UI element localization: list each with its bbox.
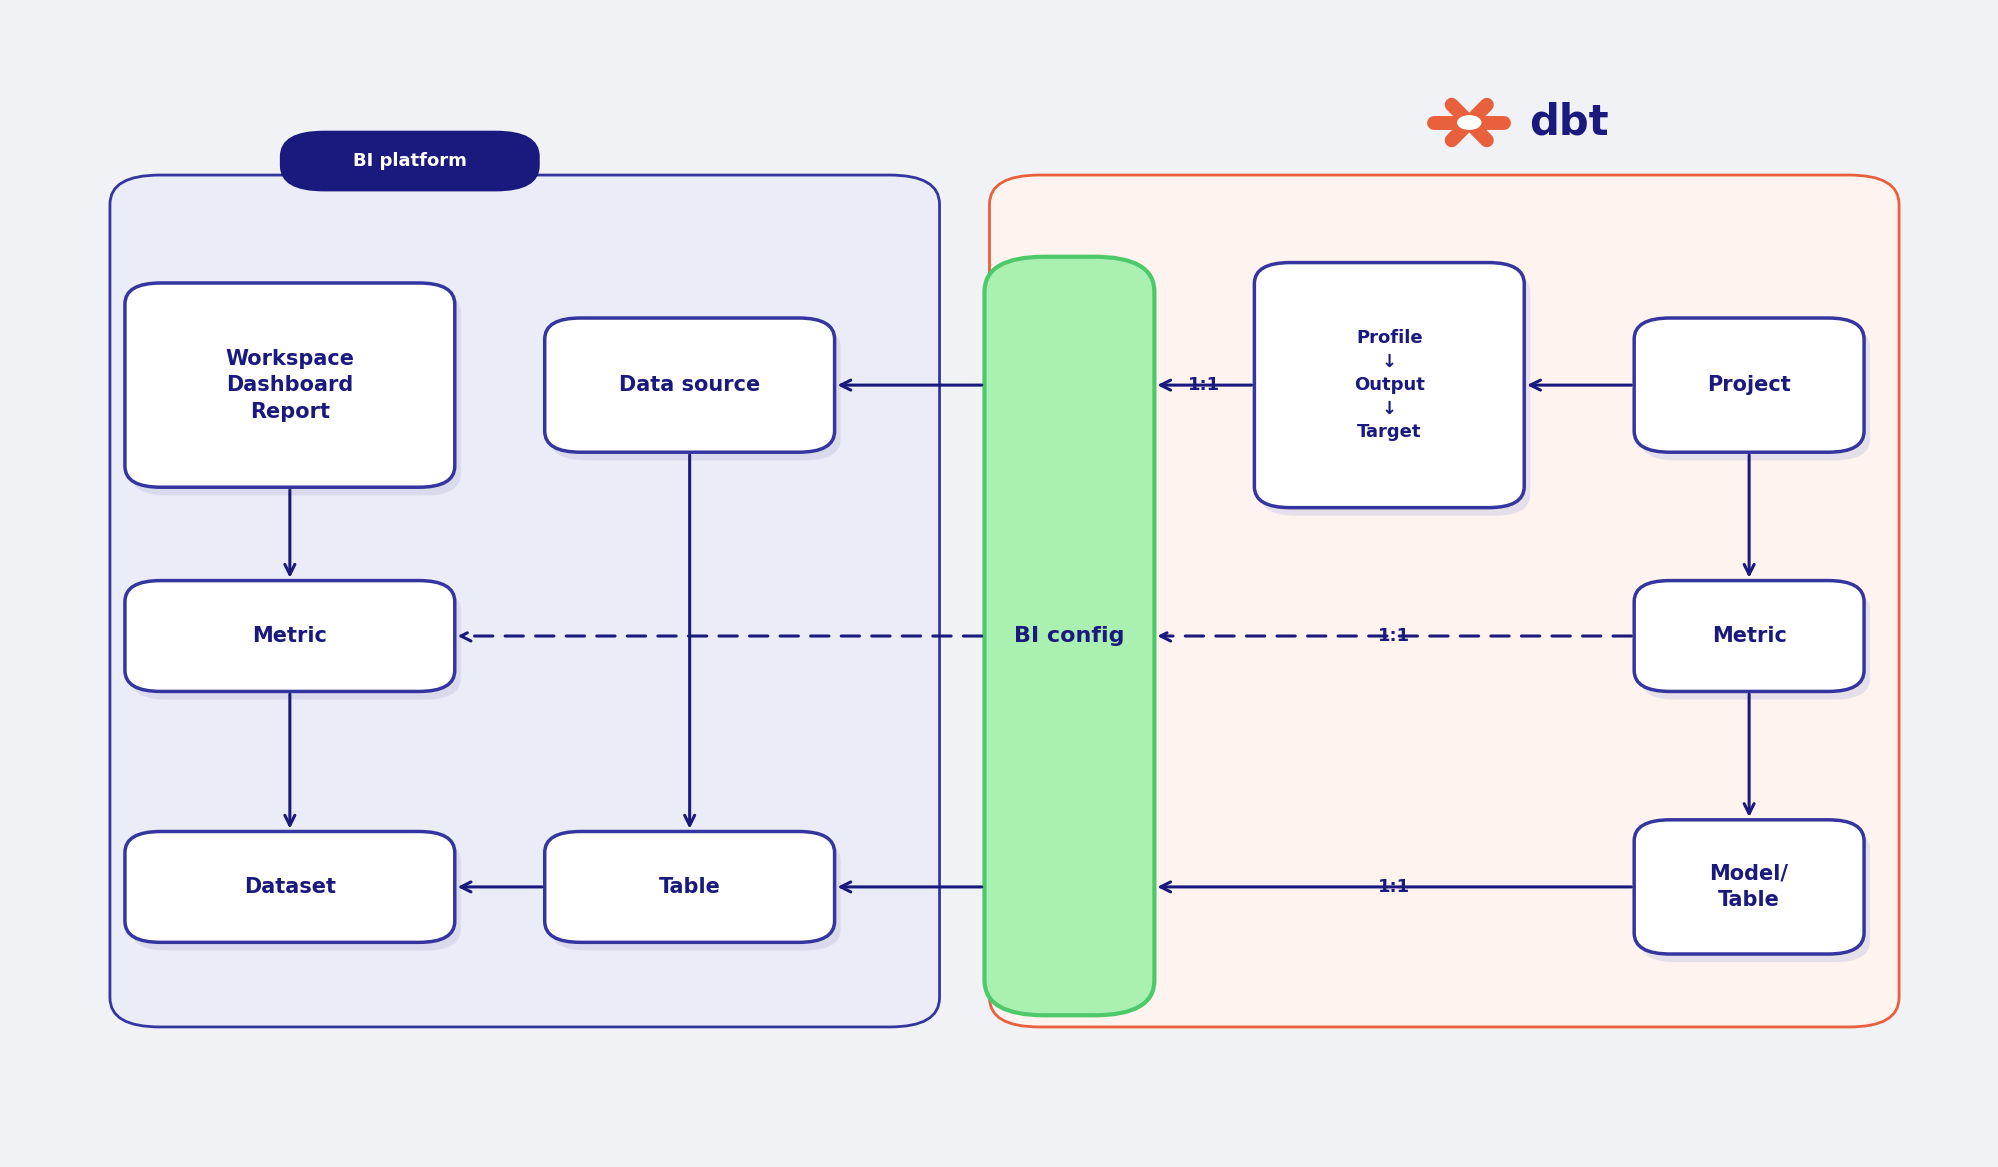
FancyBboxPatch shape xyxy=(110,175,939,1027)
FancyBboxPatch shape xyxy=(983,257,1153,1015)
Text: Data source: Data source xyxy=(619,375,759,396)
Text: Dataset: Dataset xyxy=(244,876,336,897)
FancyBboxPatch shape xyxy=(549,840,839,950)
Text: BI platform: BI platform xyxy=(354,152,466,170)
Text: 1:1: 1:1 xyxy=(1187,376,1221,394)
FancyBboxPatch shape xyxy=(543,319,833,453)
Text: 1:1: 1:1 xyxy=(1377,627,1411,645)
FancyBboxPatch shape xyxy=(1638,829,1868,962)
Text: Metric: Metric xyxy=(252,626,328,647)
FancyBboxPatch shape xyxy=(1638,327,1868,461)
Text: Workspace
Dashboard
Report: Workspace Dashboard Report xyxy=(226,349,354,421)
FancyBboxPatch shape xyxy=(130,292,460,495)
FancyBboxPatch shape xyxy=(124,284,454,488)
Text: Metric: Metric xyxy=(1710,626,1786,647)
FancyBboxPatch shape xyxy=(124,581,454,691)
FancyBboxPatch shape xyxy=(989,175,1898,1027)
Text: BI config: BI config xyxy=(1013,626,1125,647)
Text: Model/
Table: Model/ Table xyxy=(1708,864,1788,910)
FancyBboxPatch shape xyxy=(1634,319,1862,453)
FancyBboxPatch shape xyxy=(1638,589,1868,700)
Circle shape xyxy=(1457,116,1481,130)
Text: Profile
↓
Output
↓
Target: Profile ↓ Output ↓ Target xyxy=(1353,329,1425,441)
FancyBboxPatch shape xyxy=(1634,820,1862,955)
Text: 1:1: 1:1 xyxy=(1377,878,1411,896)
FancyBboxPatch shape xyxy=(124,831,454,943)
FancyBboxPatch shape xyxy=(543,831,833,943)
Text: Project: Project xyxy=(1706,375,1790,396)
FancyBboxPatch shape xyxy=(549,327,839,461)
Text: Table: Table xyxy=(659,876,719,897)
FancyBboxPatch shape xyxy=(1634,581,1862,691)
FancyBboxPatch shape xyxy=(130,840,460,950)
FancyBboxPatch shape xyxy=(1255,263,1522,508)
Text: dbt: dbt xyxy=(1528,102,1608,144)
FancyBboxPatch shape xyxy=(280,131,539,191)
FancyBboxPatch shape xyxy=(130,589,460,700)
FancyBboxPatch shape xyxy=(1259,271,1528,516)
